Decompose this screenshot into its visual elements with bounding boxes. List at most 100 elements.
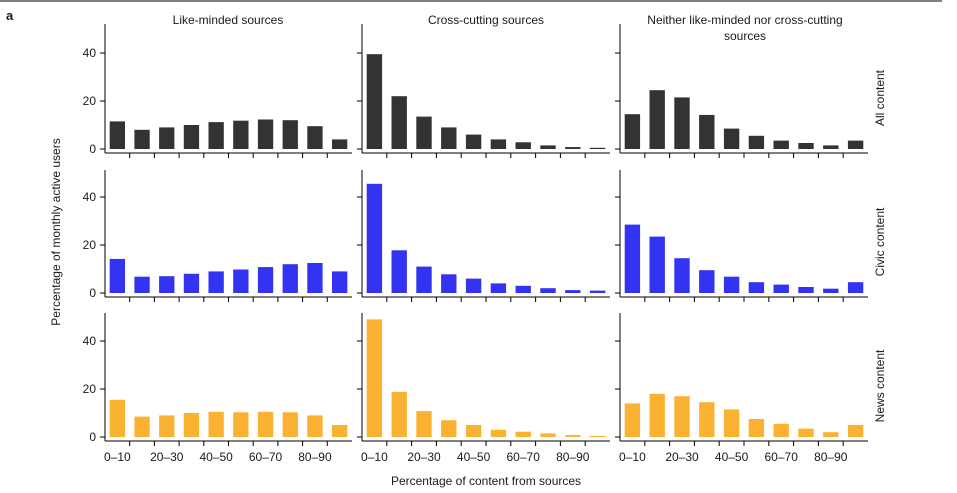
bar-70-80 [798,428,814,437]
panel-all-content-cross-cutting-sources [357,24,610,158]
bar-70-80 [282,264,298,293]
bar-60-70 [773,423,789,437]
bar-90-100 [589,290,606,293]
y-tick-label: 20 [83,382,97,396]
y-tick-label: 0 [89,142,96,156]
y-tick-label: 40 [83,190,97,204]
y-tick-label: 0 [89,430,96,444]
bar-90-100 [847,425,864,437]
bar-40-50 [208,411,224,437]
x-tick-label: 0–10 [104,450,131,464]
bar-60-70 [515,142,531,149]
bar-50-60 [233,412,249,437]
x-tick-label: 80–90 [814,450,848,464]
panel-civic-content-cross-cutting-sources [357,170,610,302]
bar-20-30 [159,276,175,293]
panel-news-content-like-minded-sources: 0 20 40 0–10 20–30 40–50 60–70 80–90 [83,313,352,464]
bar-50-60 [748,419,765,437]
bar-70-80 [798,287,814,293]
bar-30-40 [441,274,457,293]
panel-news-content-neither-like-minded-nor-cross-cutting-sources: 0–10 20–30 40–50 60–70 80–90 [615,313,868,464]
x-tick-label: 60–70 [765,450,799,464]
bar-50-60 [490,429,507,437]
y-tick-label: 40 [83,334,97,348]
bar-40-50 [723,409,740,437]
column-title-cross-cutting: Cross-cutting sources [428,13,544,27]
bar-60-70 [257,411,274,437]
bar-90-100 [331,139,348,149]
bar-60-70 [257,267,274,293]
row-label-all-content: All content [873,69,887,126]
panel-civic-content-neither-like-minded-nor-cross-cutting-sources [615,170,868,302]
bar-70-80 [282,120,298,149]
bar-80-90 [307,126,323,149]
panel-all-content-like-minded-sources: 0 20 40 [83,24,352,158]
bar-40-50 [465,278,482,293]
bar-80-90 [307,263,323,293]
x-tick-label: 40–50 [199,450,233,464]
bar-30-40 [699,402,715,437]
bar-50-60 [490,139,507,149]
bar-10-20 [391,391,407,437]
bar-80-90 [565,435,581,437]
bar-90-100 [847,140,864,149]
bar-30-40 [441,420,457,437]
x-axis-label: Percentage of content from sources [391,474,581,488]
y-tick-label: 40 [83,46,97,60]
svg-text:sources: sources [724,29,766,43]
bar-50-60 [748,282,765,293]
x-tick-label: 0–10 [361,450,388,464]
svg-text:Neither like-minded nor cross-: Neither like-minded nor cross-cutting [647,13,842,27]
y-tick-label: 20 [83,238,97,252]
bar-30-40 [183,125,200,149]
x-tick-label: 60–70 [507,450,541,464]
bar-0-10 [109,258,126,293]
bar-20-30 [159,127,175,149]
row-label-civic-content: Civic content [873,207,887,276]
bar-10-20 [649,90,665,149]
bar-0-10 [366,183,383,293]
bar-90-100 [331,425,348,437]
bar-60-70 [773,140,789,149]
column-title-like-minded: Like-minded sources [173,13,284,27]
bar-60-70 [515,285,531,293]
bar-70-80 [282,412,298,437]
bar-10-20 [134,129,150,149]
bar-10-20 [391,96,407,149]
column-title-neither: Neither like-minded nor cross-cutting so… [647,13,842,43]
bar-40-50 [723,276,740,293]
bar-0-10 [109,399,126,437]
bar-0-10 [366,54,383,150]
x-tick-label: 40–50 [457,450,491,464]
bar-20-30 [416,266,432,293]
bar-90-100 [589,435,606,437]
bar-10-20 [134,416,150,437]
bar-0-10 [624,403,641,437]
y-tick-label: 0 [89,286,96,300]
x-tick-label: 60–70 [249,450,283,464]
x-tick-label: 20–30 [665,450,699,464]
x-tick-label: 80–90 [298,450,332,464]
bar-70-80 [798,143,814,149]
bar-40-50 [465,134,482,149]
bar-50-60 [233,120,249,149]
bar-30-40 [699,114,715,149]
panel-all-content-neither-like-minded-nor-cross-cutting-sources [615,24,868,158]
x-tick-label: 20–30 [150,450,184,464]
row-label-news-content: News content [873,349,887,422]
bar-20-30 [416,411,432,437]
bar-80-90 [823,145,839,149]
bar-70-80 [540,433,556,437]
bar-10-20 [391,250,407,293]
bar-30-40 [183,413,200,437]
bar-70-80 [540,288,556,293]
bar-80-90 [823,288,839,293]
bar-60-70 [773,284,789,293]
bar-40-50 [723,128,740,149]
bar-20-30 [674,258,690,293]
bar-0-10 [624,114,641,149]
bar-30-40 [699,270,715,293]
bar-90-100 [589,147,606,149]
bar-60-70 [257,119,274,149]
